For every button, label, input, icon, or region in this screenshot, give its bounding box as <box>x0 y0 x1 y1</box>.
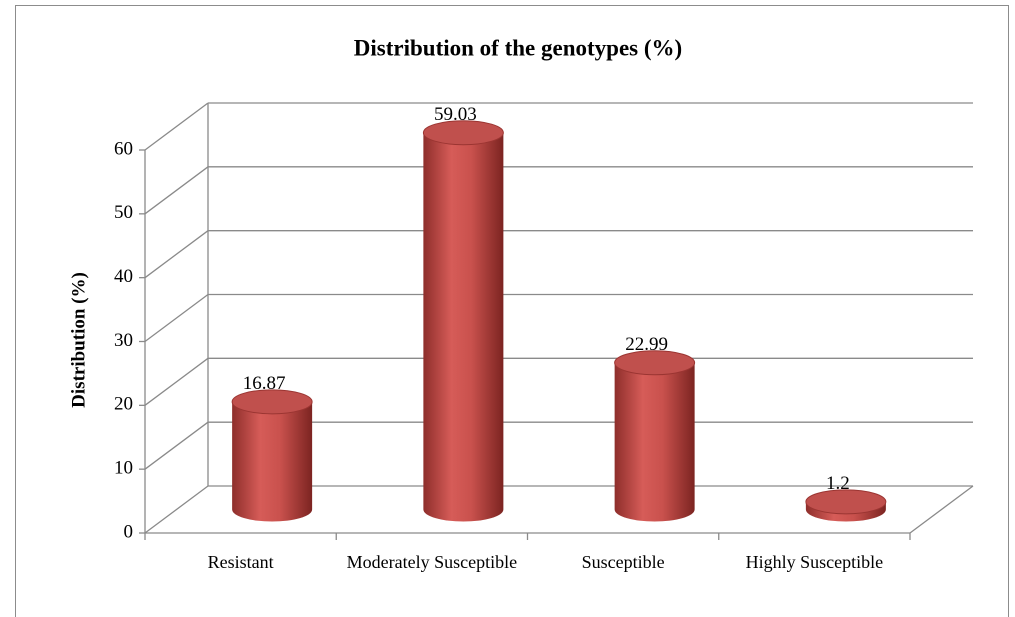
y-axis-label: Distribution (%) <box>68 272 89 408</box>
value-label: 22.99 <box>625 334 668 355</box>
chart-title: Distribution of the genotypes (%) <box>354 35 682 60</box>
bar-top <box>805 489 887 515</box>
x-tick-label: Moderately Susceptible <box>346 552 518 572</box>
y-tick-label: 30 <box>114 330 133 351</box>
grid-line-side <box>144 357 209 406</box>
bar-top <box>231 389 313 415</box>
y-tick-label: 40 <box>114 266 133 287</box>
y-tick-label: 50 <box>114 202 133 223</box>
bar <box>614 362 695 522</box>
grid-line-side <box>144 230 209 279</box>
x-tick-label: Highly Susceptible <box>745 552 884 572</box>
value-label: 59.03 <box>434 104 477 125</box>
y-tick-label: 20 <box>114 394 133 415</box>
y-tick-label: 60 <box>114 138 133 159</box>
plot: 0 10 20 30 40 50 60 16.87 59.03 22.99 1.2 <box>114 102 974 542</box>
grid-line-side <box>144 485 209 534</box>
x-tick-label: Resistant <box>207 552 274 572</box>
floor-edge <box>909 485 974 534</box>
x-tick-label: Susceptible <box>581 552 665 572</box>
bar-top <box>422 120 504 146</box>
grid-line-side <box>144 166 209 215</box>
value-label: 16.87 <box>243 373 286 394</box>
y-tick-label: 0 <box>124 521 134 542</box>
grid-line-side <box>144 293 209 343</box>
y-tick-label: 10 <box>114 458 133 479</box>
grid-line-side <box>144 102 209 151</box>
value-label: 1.2 <box>826 473 850 494</box>
bar <box>232 401 313 522</box>
grid-line-side <box>144 421 209 470</box>
bar-top <box>614 350 696 376</box>
bar <box>423 132 504 522</box>
chart-border <box>15 5 1009 617</box>
